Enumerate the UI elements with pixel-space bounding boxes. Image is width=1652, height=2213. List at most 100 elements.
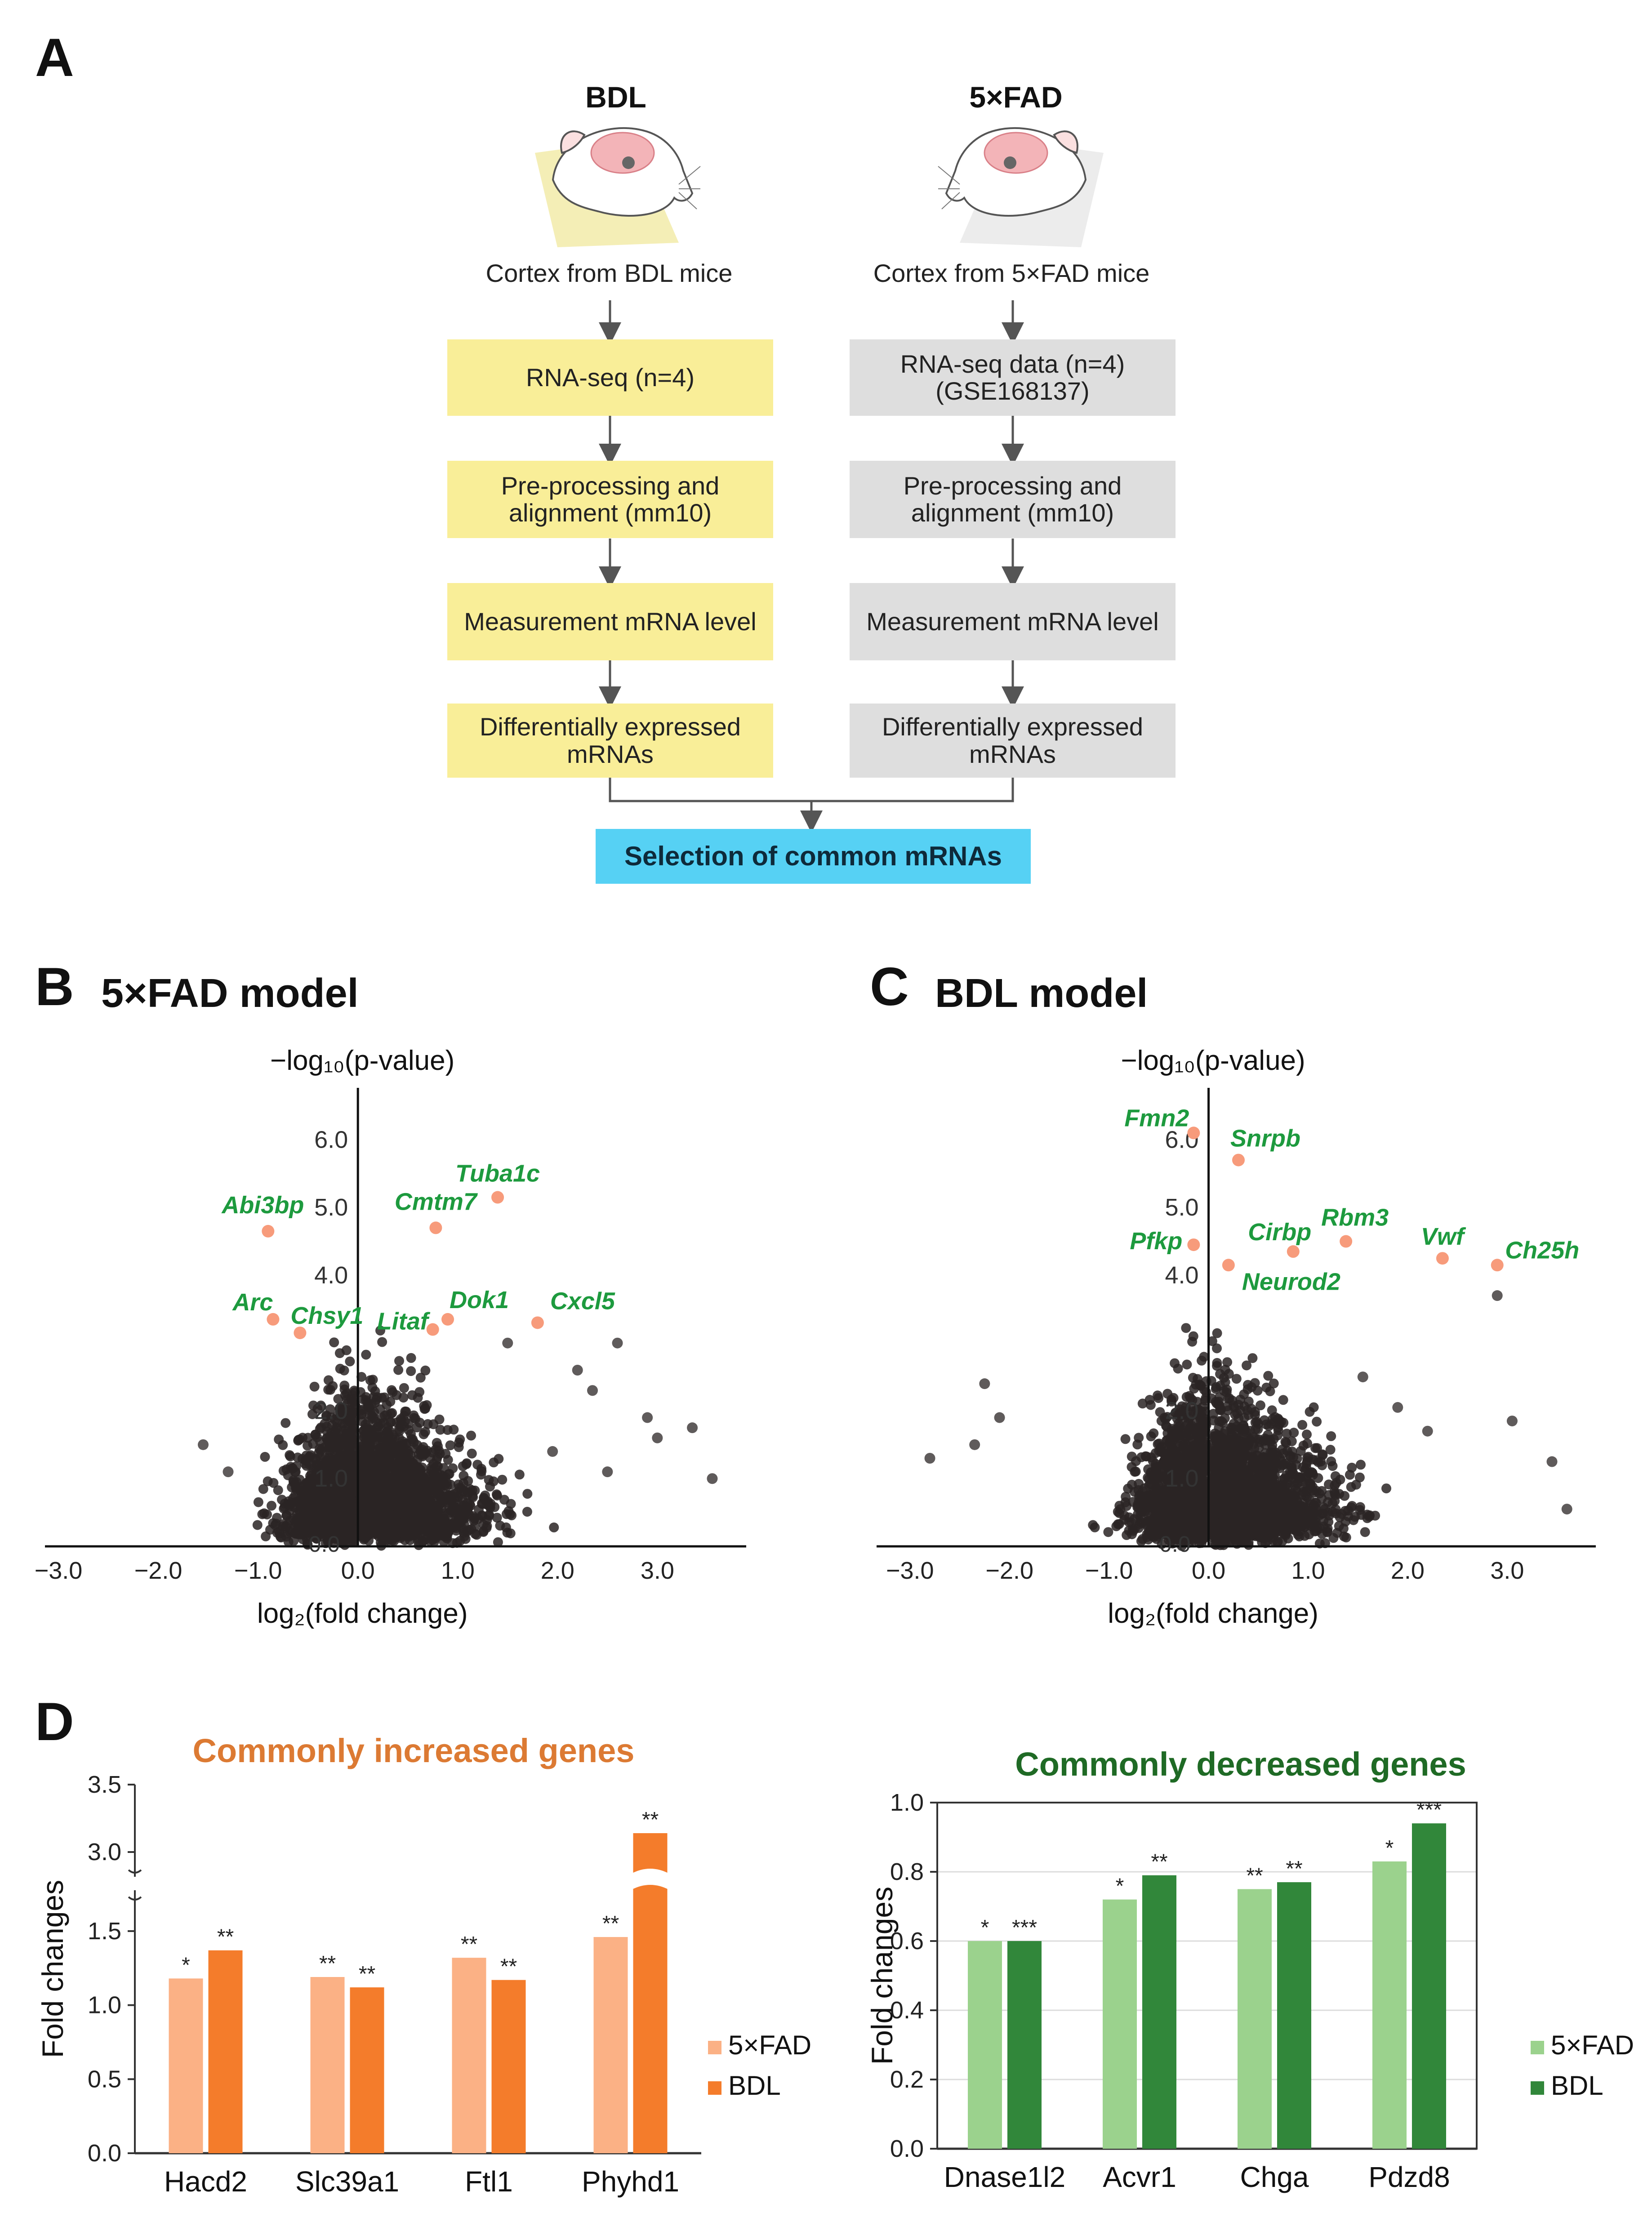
scatter-point bbox=[321, 1496, 331, 1506]
scatter-point bbox=[331, 1430, 342, 1441]
scatter-point bbox=[361, 1349, 371, 1360]
fad-mouse-illustration bbox=[938, 127, 1104, 247]
scatter-point bbox=[1114, 1519, 1124, 1529]
highlight-point bbox=[262, 1224, 275, 1238]
scatter-point bbox=[1247, 1353, 1258, 1363]
gene-label: Litaf bbox=[377, 1308, 431, 1335]
scatter-point bbox=[321, 1471, 331, 1481]
scatter-point bbox=[419, 1404, 430, 1414]
scatter-point bbox=[489, 1457, 499, 1468]
scatter-point bbox=[1181, 1323, 1191, 1333]
gene-label: Cmtm7 bbox=[395, 1188, 478, 1215]
scatter-point bbox=[1143, 1473, 1153, 1483]
scatter-point bbox=[483, 1496, 493, 1506]
outlier-point bbox=[642, 1412, 653, 1423]
scatter-point bbox=[310, 1429, 321, 1440]
scatter-point bbox=[316, 1458, 327, 1469]
scatter-point bbox=[345, 1406, 356, 1416]
scatter-point bbox=[390, 1513, 400, 1523]
scatter-point bbox=[420, 1365, 431, 1376]
scatter-point bbox=[346, 1441, 356, 1451]
scatter-point bbox=[459, 1500, 469, 1510]
scatter-point bbox=[452, 1492, 463, 1502]
scatter-point bbox=[365, 1375, 375, 1385]
scatter-point bbox=[462, 1527, 472, 1537]
highlight-point bbox=[267, 1313, 280, 1326]
scatter-point bbox=[1197, 1515, 1207, 1525]
outlier-point bbox=[547, 1446, 558, 1457]
gene-label: Abi3bp bbox=[221, 1192, 304, 1219]
scatter-point bbox=[403, 1425, 414, 1435]
bdl-caption: Cortex from BDL mice bbox=[485, 259, 733, 287]
scatter-point bbox=[395, 1486, 405, 1496]
scatter-point bbox=[1199, 1352, 1209, 1362]
scatter-point bbox=[463, 1476, 473, 1486]
scatter-point bbox=[347, 1433, 357, 1443]
scatter-point bbox=[375, 1404, 385, 1414]
outlier-point bbox=[707, 1473, 718, 1484]
scatter-point bbox=[1356, 1460, 1366, 1470]
fad-caption: Cortex from 5×FAD mice bbox=[873, 259, 1150, 287]
scatter-point bbox=[360, 1493, 370, 1504]
scatter-point bbox=[454, 1483, 464, 1493]
scatter-point bbox=[358, 1448, 368, 1458]
scatter-point bbox=[396, 1414, 406, 1424]
scatter-point bbox=[302, 1507, 312, 1517]
scatter-point bbox=[477, 1510, 487, 1521]
gene-label: Arc bbox=[232, 1289, 273, 1316]
scatter-point bbox=[1151, 1524, 1161, 1535]
highlight-point bbox=[429, 1221, 442, 1234]
scatter-point bbox=[303, 1433, 313, 1443]
scatter-point bbox=[1160, 1522, 1170, 1532]
scatter-point bbox=[1176, 1498, 1186, 1508]
scatter-point bbox=[1173, 1363, 1183, 1374]
scatter-point bbox=[253, 1497, 263, 1507]
scatter-point bbox=[467, 1448, 477, 1459]
scatter-point bbox=[300, 1456, 311, 1466]
scatter-point bbox=[398, 1463, 409, 1473]
scatter-point bbox=[430, 1463, 440, 1474]
scatter-point bbox=[272, 1527, 282, 1538]
x-tick-label: −2.0 bbox=[134, 1557, 183, 1584]
scatter-point bbox=[281, 1510, 292, 1521]
scatter-point bbox=[333, 1443, 343, 1453]
scatter-point bbox=[261, 1531, 271, 1541]
scatter-point bbox=[333, 1504, 343, 1514]
x-tick-label: −1.0 bbox=[234, 1557, 282, 1584]
scatter-point bbox=[409, 1410, 419, 1420]
scatter-point bbox=[309, 1381, 320, 1392]
y-axis-label: −log₁₀(p-value) bbox=[270, 1045, 454, 1076]
scatter-points bbox=[924, 1290, 1572, 1551]
scatter-point bbox=[330, 1532, 340, 1541]
fad-step-preprocessing: Pre-processing and alignment (mm10) bbox=[850, 461, 1176, 538]
scatter-point bbox=[1170, 1488, 1180, 1499]
scatter-point bbox=[1172, 1470, 1183, 1480]
y-tick-label: 4.0 bbox=[314, 1262, 348, 1289]
highlight-point bbox=[531, 1316, 544, 1329]
scatter-point bbox=[1185, 1509, 1196, 1519]
scatter-point bbox=[1324, 1479, 1334, 1490]
scatter-point bbox=[522, 1489, 533, 1499]
scatter-point bbox=[1103, 1527, 1113, 1537]
scatter-point bbox=[369, 1520, 379, 1531]
scatter-point bbox=[467, 1485, 477, 1496]
scatter-point bbox=[1156, 1500, 1167, 1510]
scatter-point bbox=[340, 1511, 351, 1521]
highlight-point bbox=[426, 1323, 439, 1336]
bdl-step-deg: Differentially expressed mRNAs bbox=[447, 704, 773, 778]
scatter-point bbox=[488, 1476, 499, 1487]
x-tick-label: 1.0 bbox=[441, 1557, 475, 1584]
scatter-point bbox=[259, 1508, 269, 1518]
scatter-point bbox=[341, 1447, 351, 1458]
scatter-point bbox=[442, 1490, 452, 1500]
scatter-point bbox=[460, 1534, 471, 1544]
scatter-point bbox=[375, 1325, 385, 1336]
scatter-point bbox=[281, 1532, 292, 1542]
scatter-point bbox=[443, 1455, 453, 1465]
scatter-point bbox=[385, 1417, 396, 1428]
scatter-point bbox=[439, 1508, 449, 1518]
scatter-point bbox=[1160, 1414, 1171, 1425]
scatter-point bbox=[316, 1400, 326, 1411]
final-selection-box: Selection of common mRNAs bbox=[596, 829, 1031, 884]
scatter-point bbox=[285, 1450, 295, 1460]
